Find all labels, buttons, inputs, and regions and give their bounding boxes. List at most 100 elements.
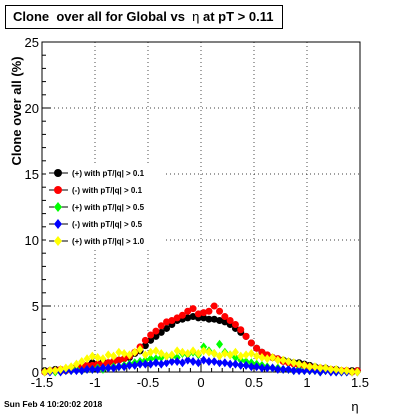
x-tick-label: 0 xyxy=(197,375,204,390)
data-point xyxy=(72,359,80,369)
data-point xyxy=(343,366,351,376)
legend-box xyxy=(46,163,164,249)
data-point xyxy=(194,310,202,318)
data-point xyxy=(41,367,49,377)
legend-label: (+) with pT/|q| > 1.0 xyxy=(72,237,145,246)
y-tick-label: 10 xyxy=(25,233,39,248)
data-point xyxy=(200,355,208,365)
data-point xyxy=(200,309,208,317)
data-point xyxy=(62,363,70,373)
y-tick-label: 15 xyxy=(25,167,39,182)
data-point xyxy=(131,360,139,370)
x-tick-label: -0.5 xyxy=(137,375,159,390)
data-point xyxy=(216,307,224,315)
data-point xyxy=(184,349,192,359)
data-point xyxy=(141,359,149,369)
data-point xyxy=(258,352,266,362)
data-point xyxy=(104,350,112,360)
data-point xyxy=(120,349,128,359)
data-point xyxy=(110,351,118,361)
data-point xyxy=(332,364,340,374)
data-point xyxy=(51,366,59,376)
chart-title-symbol: η xyxy=(192,9,200,24)
data-point xyxy=(110,363,118,373)
data-point xyxy=(253,362,261,372)
data-point xyxy=(226,359,234,369)
data-point xyxy=(258,363,266,373)
data-point xyxy=(221,318,229,326)
data-point xyxy=(306,362,314,372)
data-point xyxy=(184,314,192,322)
x-tick-label: -1.5 xyxy=(31,375,53,390)
data-point xyxy=(205,347,213,357)
data-point xyxy=(284,364,292,374)
timestamp-footer: Sun Feb 4 10:20:02 2018 xyxy=(4,399,103,409)
data-point xyxy=(88,351,96,361)
data-point xyxy=(200,346,208,356)
data-point xyxy=(125,350,133,360)
data-point xyxy=(163,351,171,361)
x-tick-label: -1 xyxy=(89,375,101,390)
data-point xyxy=(237,351,245,361)
data-point xyxy=(327,364,335,374)
legend-marker xyxy=(54,169,62,177)
data-point xyxy=(247,349,255,359)
data-point xyxy=(274,364,282,374)
data-point xyxy=(205,315,213,323)
data-point xyxy=(269,352,277,362)
data-point xyxy=(216,339,224,349)
data-point xyxy=(157,328,165,336)
data-point xyxy=(83,364,91,374)
data-point xyxy=(300,360,308,370)
data-point xyxy=(189,346,197,356)
data-point xyxy=(348,367,356,377)
data-point xyxy=(110,357,118,365)
data-point xyxy=(337,366,345,376)
data-point xyxy=(157,359,165,369)
data-point xyxy=(168,350,176,360)
data-point xyxy=(99,354,107,364)
data-point xyxy=(152,346,160,356)
data-point xyxy=(178,347,186,357)
data-point xyxy=(221,313,229,321)
data-point xyxy=(78,366,86,376)
data-point xyxy=(57,364,65,374)
chart-title-suffix: at pT > 0.11 xyxy=(199,9,274,24)
data-point xyxy=(83,354,91,364)
x-axis-label: η xyxy=(351,399,358,414)
data-point xyxy=(353,367,361,377)
data-point xyxy=(284,356,292,366)
legend: (+) with pT/|q| > 0.1 (-) with pT/|q| > 0… xyxy=(46,163,164,249)
data-point xyxy=(120,362,128,372)
y-tick-label: 5 xyxy=(32,299,39,314)
data-point xyxy=(216,358,224,368)
data-point xyxy=(173,346,181,356)
data-point xyxy=(168,317,176,325)
data-point xyxy=(253,344,261,352)
data-point xyxy=(189,313,197,321)
data-point xyxy=(115,347,123,357)
data-point xyxy=(226,350,234,360)
data-point xyxy=(189,356,197,366)
data-point xyxy=(210,349,218,359)
legend-label: (-) with pT/|q| > 0.5 xyxy=(72,220,143,229)
data-point xyxy=(210,302,218,310)
data-point xyxy=(141,336,149,344)
x-tick-label: 1.5 xyxy=(351,375,369,390)
data-point xyxy=(231,359,239,369)
legend-label: (+) with pT/|q| > 0.1 xyxy=(72,169,145,178)
data-point xyxy=(274,355,282,365)
data-point xyxy=(210,356,218,366)
data-point xyxy=(120,355,128,363)
data-point xyxy=(147,347,155,357)
chart-title: Clone over all for Global vs η at pT > 0… xyxy=(5,5,283,29)
data-point xyxy=(94,364,102,374)
data-point xyxy=(258,348,266,356)
legend-marker xyxy=(54,236,62,246)
data-point xyxy=(72,366,80,376)
y-tick-label: 25 xyxy=(25,35,39,50)
data-point xyxy=(104,359,112,367)
data-point xyxy=(279,364,287,374)
data-point xyxy=(242,332,250,340)
